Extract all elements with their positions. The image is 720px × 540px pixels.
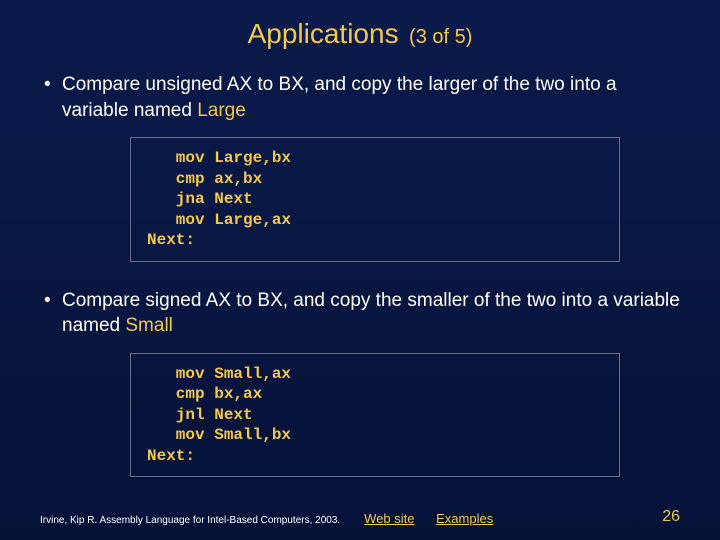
bullet-1-highlight: Large	[197, 100, 246, 121]
bullet-2: Compare signed AX to BX, and copy the sm…	[40, 288, 680, 339]
title-row: Applications (3 of 5)	[40, 18, 680, 50]
link-examples[interactable]: Examples	[436, 511, 493, 526]
code-block-2: mov Small,ax cmp bx,ax jnl Next mov Smal…	[130, 353, 620, 477]
bullet-2-highlight: Small	[125, 315, 173, 336]
title-main: Applications	[248, 18, 399, 49]
footer: Irvine, Kip R. Assembly Language for Int…	[40, 508, 680, 526]
page-number: 26	[662, 508, 680, 526]
code-block-1: mov Large,bx cmp ax,bx jna Next mov Larg…	[130, 137, 620, 261]
link-website[interactable]: Web site	[364, 511, 414, 526]
bullet-1: Compare unsigned AX to BX, and copy the …	[40, 72, 680, 123]
citation: Irvine, Kip R. Assembly Language for Int…	[40, 515, 340, 526]
bullet-1-text: Compare unsigned AX to BX, and copy the …	[62, 74, 617, 121]
slide: Applications (3 of 5) Compare unsigned A…	[0, 0, 720, 540]
title-sub: (3 of 5)	[409, 26, 472, 48]
footer-links: Web site Examples	[364, 511, 511, 526]
